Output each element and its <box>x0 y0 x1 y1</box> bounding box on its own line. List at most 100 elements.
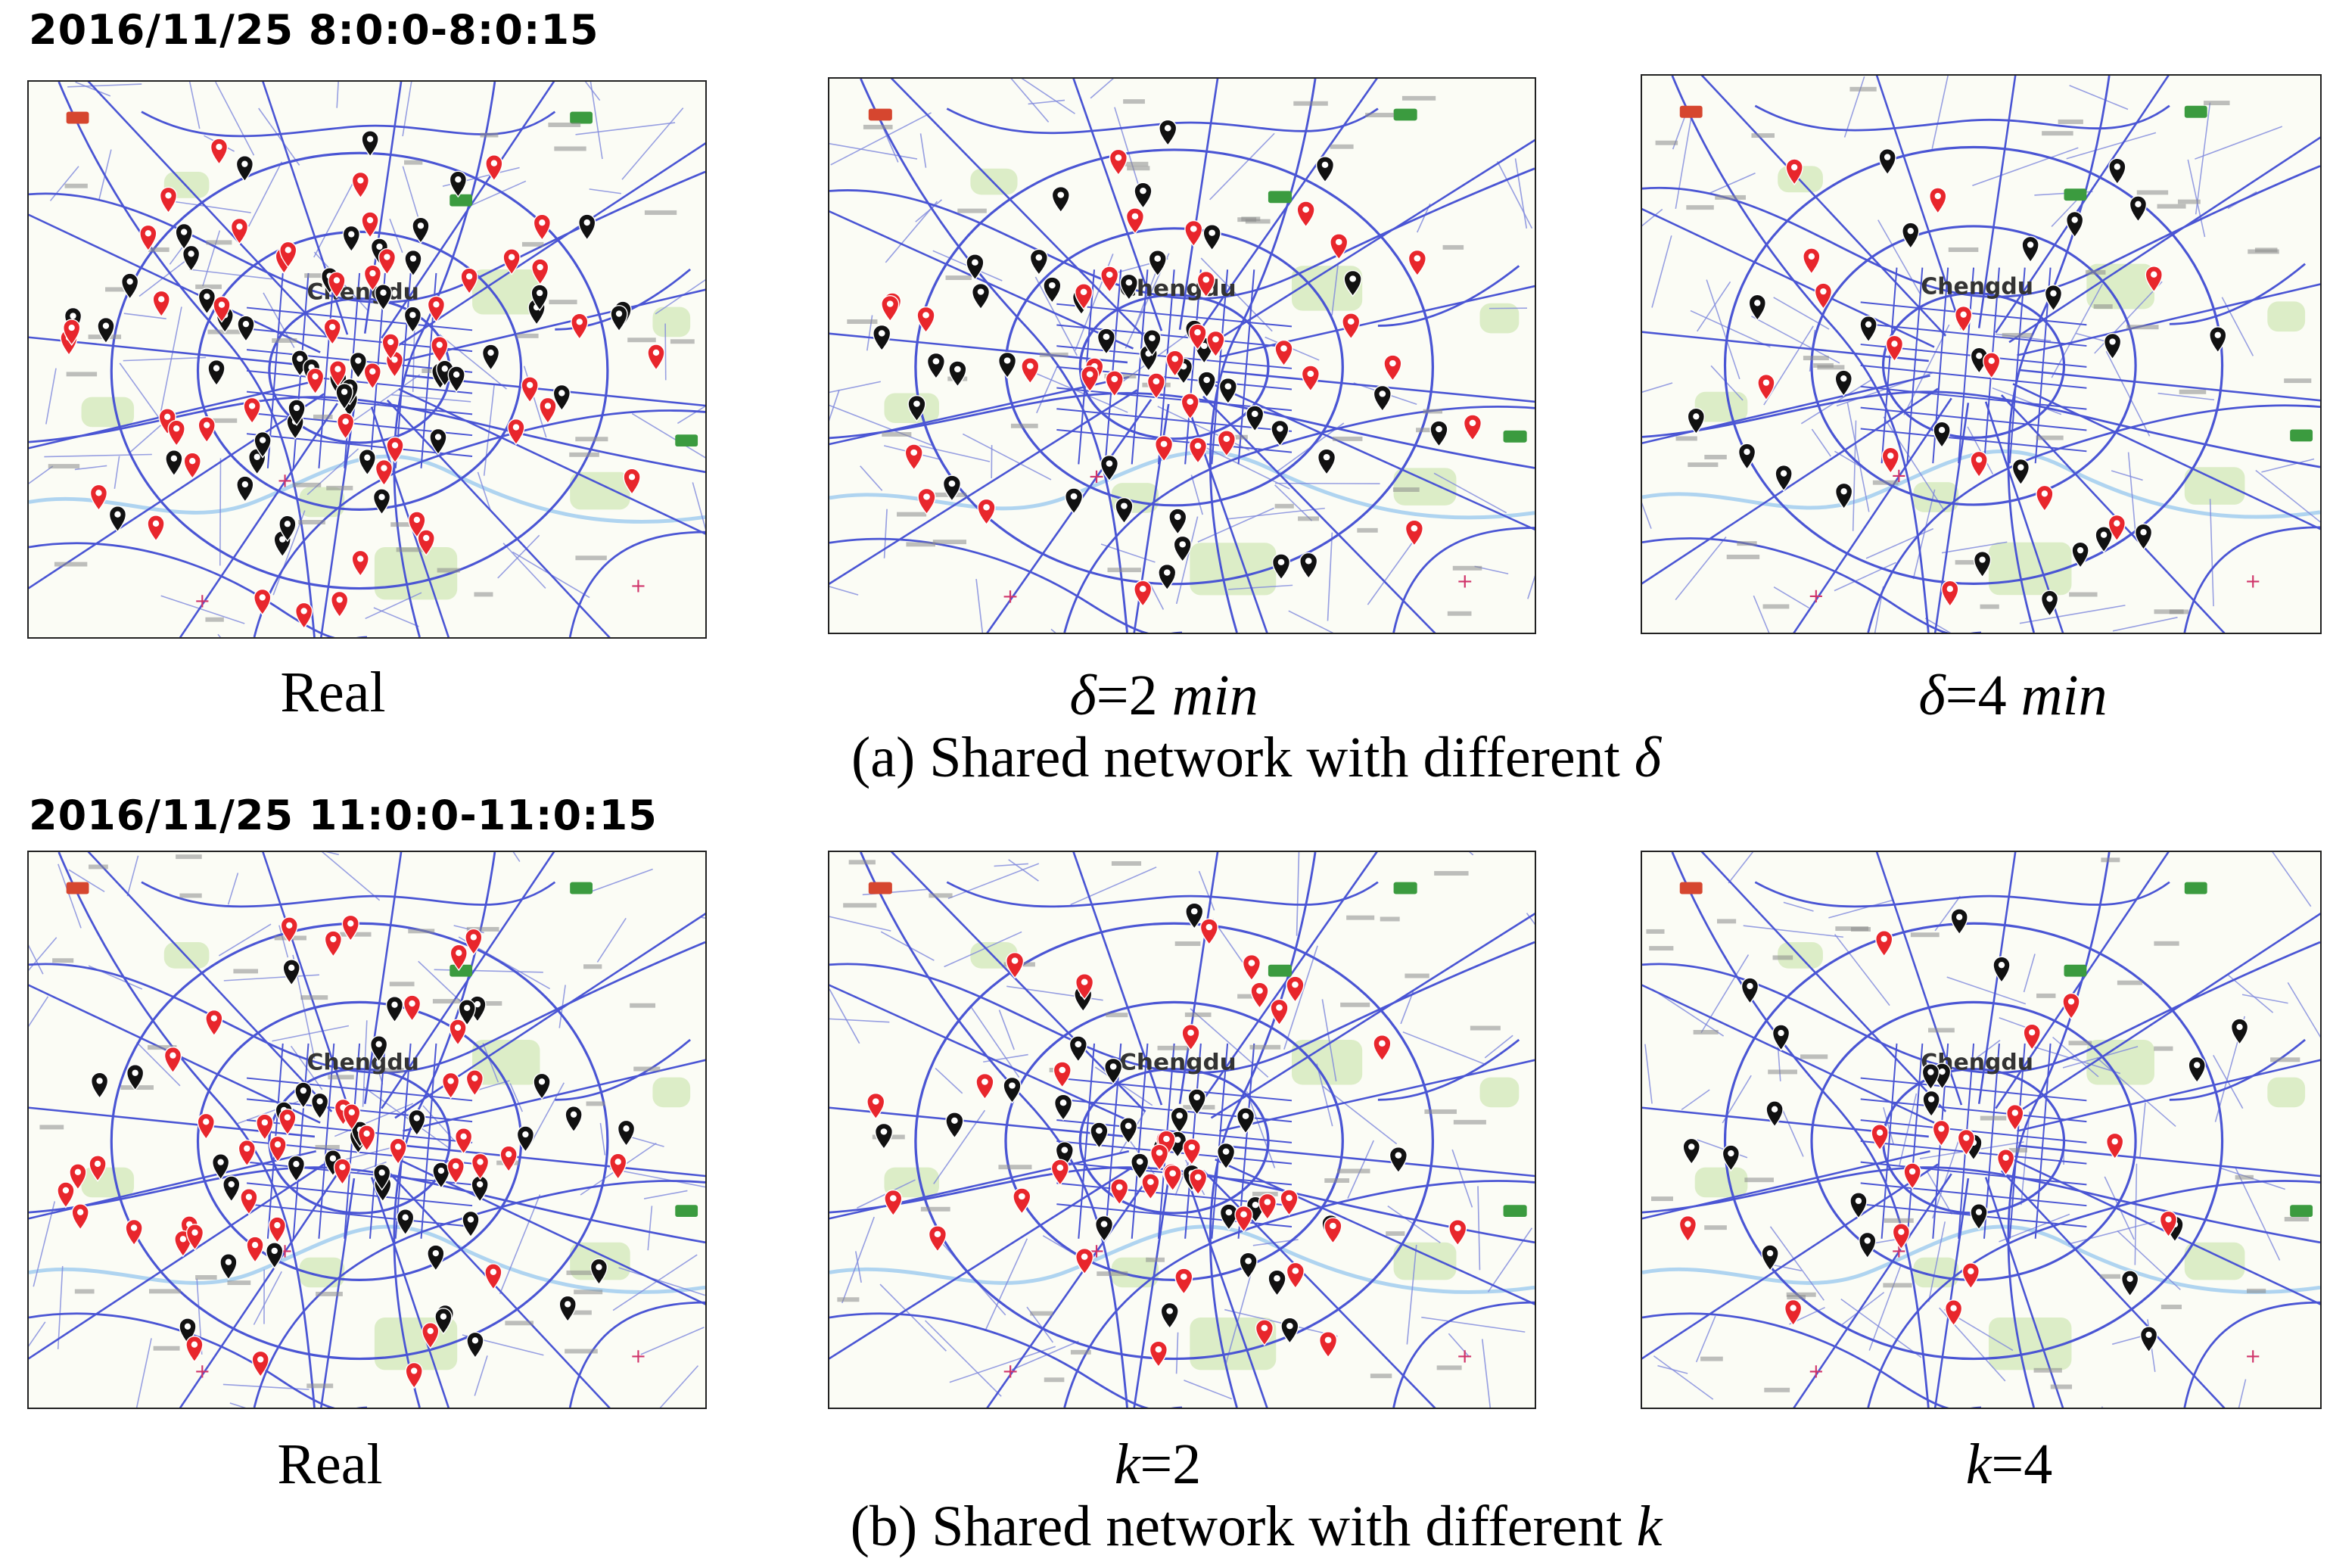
hospital-icon: + <box>194 1360 211 1383</box>
map-text-placeholder <box>195 1275 217 1280</box>
minor-road <box>29 465 54 484</box>
map-text-placeholder <box>633 1066 661 1072</box>
radial-road <box>1995 852 2170 1109</box>
red-map-pin-icon <box>609 1153 627 1181</box>
red-map-pin-icon <box>1996 1149 2015 1176</box>
minor-road <box>1728 852 1754 884</box>
minor-road <box>49 166 79 201</box>
minor-road <box>860 465 883 491</box>
minor-road <box>1874 586 1884 633</box>
red-map-pin-icon <box>465 1069 484 1097</box>
river <box>1642 449 2320 519</box>
major-road <box>253 1180 705 1408</box>
minor-road <box>1184 1380 1233 1400</box>
radial-road <box>2000 1170 2226 1408</box>
red-map-pin-icon <box>442 1072 460 1100</box>
red-map-pin-icon <box>1270 998 1289 1026</box>
minor-road <box>1321 999 1337 1081</box>
red-map-pin-icon <box>1885 334 1904 362</box>
map-text-placeholder <box>1405 973 1429 978</box>
map-text-placeholder <box>1686 205 1714 210</box>
highway-badge <box>1393 882 1417 894</box>
map-text-placeholder <box>272 338 297 343</box>
red-map-pin-icon <box>89 484 108 512</box>
black-map-pin-icon <box>1094 1215 1114 1243</box>
map-text-placeholder <box>304 273 328 278</box>
highway-badge <box>66 882 89 894</box>
minor-road <box>29 996 49 1028</box>
highway-badge <box>1503 430 1527 443</box>
minor-road <box>1931 76 1949 149</box>
radial-road <box>29 336 316 368</box>
minor-road <box>321 852 381 901</box>
red-map-pin-icon <box>386 436 404 464</box>
map-text-placeholder <box>1762 604 1790 609</box>
map-text-placeholder <box>1675 436 1697 441</box>
black-map-pin-icon <box>254 431 272 459</box>
park-area <box>884 1167 939 1198</box>
red-map-pin-icon <box>1875 930 1893 957</box>
map-text-placeholder <box>2117 980 2143 985</box>
black-map-pin-icon <box>1218 378 1237 405</box>
major-road <box>1642 941 2320 1074</box>
map-text-placeholder <box>1293 101 1328 106</box>
major-road <box>2183 1301 2320 1408</box>
red-map-pin-icon <box>1188 437 1208 465</box>
map-text-placeholder <box>1237 217 1257 222</box>
red-map-pin-icon <box>450 944 468 972</box>
black-map-pin-icon <box>2095 526 2113 553</box>
major-road <box>829 392 1535 469</box>
red-map-pin-icon <box>89 1155 107 1182</box>
red-map-pin-icon <box>256 1113 274 1141</box>
minor-road <box>643 1190 688 1199</box>
map-text-placeholder <box>205 617 224 622</box>
black-map-pin-icon <box>966 254 985 281</box>
black-map-pin-icon <box>1003 1076 1022 1104</box>
black-map-pin-icon <box>1761 1244 1779 1271</box>
red-map-pin-icon <box>1871 1124 1889 1151</box>
red-map-pin-icon <box>185 1336 204 1363</box>
minor-road <box>1036 364 1059 414</box>
inner-road <box>1131 269 1149 465</box>
black-map-pin-icon <box>235 155 254 182</box>
red-map-pin-icon <box>333 1158 352 1186</box>
black-map-pin-icon <box>447 366 465 393</box>
minor-road <box>829 389 840 422</box>
red-map-pin-icon <box>1408 249 1426 277</box>
minor-road <box>1034 276 1078 356</box>
radial-road <box>1977 76 2017 328</box>
minor-road <box>1283 945 1318 1050</box>
minor-road <box>962 433 1052 481</box>
minor-road <box>1706 279 1741 380</box>
minor-road <box>647 1206 653 1251</box>
map-text-placeholder <box>313 414 333 419</box>
map-text-placeholder <box>1787 1295 1806 1300</box>
black-map-pin-icon <box>1100 455 1119 482</box>
radial-road <box>829 375 1130 446</box>
inner-road <box>1056 1203 1293 1227</box>
minor-road <box>1209 132 1275 201</box>
minor-road <box>2019 605 2126 624</box>
inner-road <box>369 1043 386 1239</box>
red-map-pin-icon <box>1021 357 1040 384</box>
map-text-placeholder <box>2179 389 2207 394</box>
major-road <box>555 1038 692 1101</box>
map-text-placeholder <box>153 1346 180 1351</box>
red-map-pin-icon <box>502 248 521 275</box>
map-text-placeholder <box>1157 1045 1191 1050</box>
black-map-pin-icon <box>1029 248 1048 276</box>
map-text-placeholder <box>644 210 677 215</box>
minor-road <box>589 188 622 194</box>
inner-road <box>1860 1161 2087 1186</box>
black-map-pin-icon <box>1185 902 1204 930</box>
minor-road <box>402 166 419 217</box>
black-map-pin-icon <box>121 272 139 300</box>
major-road <box>2183 526 2320 633</box>
red-map-pin-icon <box>205 1010 223 1037</box>
major-road <box>860 852 1128 1408</box>
red-map-pin-icon <box>881 295 900 322</box>
minor-road <box>829 404 932 446</box>
red-map-pin-icon <box>1075 1248 1094 1275</box>
black-map-pin-icon <box>1902 222 1920 250</box>
major-road <box>2169 263 2306 325</box>
